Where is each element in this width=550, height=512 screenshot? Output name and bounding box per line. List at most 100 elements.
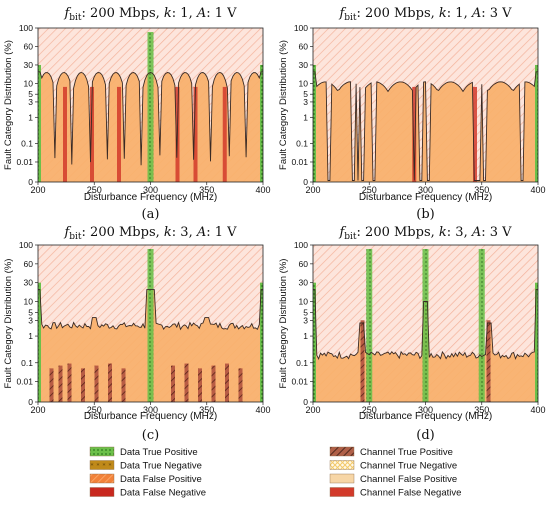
- y-axis-label: Fault Category Distribution (%): [3, 259, 14, 389]
- title-f: f: [338, 225, 346, 240]
- distribution-curve: [313, 289, 538, 360]
- data-true-positive-mark: [38, 64, 41, 182]
- channel-true-positive-mark: [121, 368, 126, 402]
- y-tick-label: 60: [24, 41, 34, 51]
- channel-true-positive-mark: [211, 365, 216, 402]
- data-true-positive-mark: [147, 249, 154, 402]
- distribution-curve: [313, 71, 538, 181]
- title-k: k: [164, 6, 172, 21]
- x-tick-label: 400: [530, 185, 545, 195]
- title-a: A: [196, 6, 206, 21]
- x-tick-label: 400: [255, 185, 270, 195]
- channel-true-positive-mark: [108, 363, 112, 402]
- y-tick-label: 10: [299, 78, 309, 88]
- y-tick-label: 100: [19, 23, 33, 33]
- title-k-value: : 3,: [172, 225, 197, 240]
- data-true-positive-mark: [260, 64, 263, 182]
- x-tick-label: 250: [87, 185, 102, 195]
- legend-swatch: [89, 473, 115, 484]
- y-tick-label: 0.01: [291, 377, 308, 387]
- y-tick-label: 5: [303, 89, 308, 99]
- title-rate: : 200 Mbps,: [357, 225, 439, 240]
- panel-label: (d): [416, 428, 434, 443]
- y-tick-label: 0.1: [296, 358, 308, 368]
- title-a: A: [471, 225, 481, 240]
- panel-title: fbit: 200 Mbps, k: 3, A: 3 V: [338, 225, 512, 242]
- channel-true-positive-mark: [67, 363, 72, 402]
- legend-label: Data False Negative: [120, 488, 206, 499]
- data-true-positive-mark: [535, 64, 538, 182]
- legend-label: Channel False Negative: [360, 488, 461, 499]
- channel-true-positive-mark: [81, 368, 85, 402]
- x-tick-label: 300: [418, 405, 433, 415]
- x-tick-label: 350: [199, 185, 214, 195]
- x-tick-label: 300: [143, 405, 158, 415]
- y-tick-label: 0: [28, 397, 33, 407]
- y-tick-label: 5: [28, 308, 33, 318]
- false-negative-mark: [90, 86, 94, 182]
- title-k: k: [164, 225, 172, 240]
- y-tick-label: 0.1: [296, 139, 308, 149]
- y-tick-label: 0.1: [21, 358, 33, 368]
- y-tick-label: 0: [303, 397, 308, 407]
- y-tick-label: 30: [299, 278, 309, 288]
- title-a-value: : 1 V: [206, 6, 237, 21]
- title-f: f: [338, 6, 346, 21]
- x-axis-label: Disturbance Frequency (MHz): [359, 411, 492, 422]
- y-tick-label: 0: [28, 177, 33, 187]
- y-tick-label: 10: [299, 297, 309, 307]
- legend-swatch: [329, 487, 355, 497]
- y-tick-label: 10: [24, 297, 34, 307]
- y-tick-label: 30: [24, 278, 34, 288]
- channel-true-positive-mark: [94, 365, 99, 402]
- panel-label: (a): [142, 207, 160, 222]
- title-rate: : 200 Mbps,: [82, 225, 164, 240]
- y-tick-label: 100: [294, 240, 308, 250]
- legend-label: Channel True Positive: [360, 447, 453, 458]
- legend-swatch: [89, 446, 115, 457]
- y-tick-label: 0.1: [21, 139, 33, 149]
- false-negative-mark: [117, 86, 121, 182]
- channel-true-positive-mark: [184, 363, 189, 402]
- legend-label: Channel False Positive: [360, 474, 457, 485]
- legend: Data True Positive Channel True Positive D…: [89, 446, 461, 499]
- title-k: k: [439, 225, 447, 240]
- x-tick-label: 250: [362, 405, 377, 415]
- title-a-value: : 1 V: [206, 225, 237, 240]
- data-true-positive-mark: [147, 32, 154, 182]
- legend-swatch: [329, 446, 355, 457]
- title-a: A: [471, 6, 481, 21]
- false-negative-mark: [473, 86, 477, 182]
- data-true-positive-mark: [38, 282, 41, 402]
- false-negative-mark: [63, 86, 67, 182]
- legend-swatch: [329, 460, 355, 470]
- x-tick-label: 350: [474, 405, 489, 415]
- x-tick-label: 200: [305, 405, 320, 415]
- y-tick-label: 3: [303, 97, 308, 107]
- data-true-positive-mark: [313, 64, 316, 182]
- legend-label: Channel True Negative: [360, 461, 457, 472]
- y-tick-label: 0: [303, 177, 308, 187]
- y-axis-label: Fault Category Distribution (%): [278, 40, 289, 170]
- title-sub: bit: [69, 13, 82, 23]
- channel-true-positive-mark: [49, 368, 54, 402]
- title-k: k: [439, 6, 447, 21]
- title-a-value: : 3 V: [481, 6, 512, 21]
- legend-swatch: [89, 487, 115, 497]
- data-true-positive-mark: [535, 282, 538, 402]
- y-axis-label: Fault Category Distribution (%): [278, 259, 289, 389]
- y-tick-label: 1: [28, 331, 33, 341]
- x-tick-label: 300: [143, 185, 158, 195]
- channel-true-positive-mark: [58, 365, 63, 402]
- channel-true-positive-mark: [225, 363, 229, 402]
- title-f: f: [63, 6, 71, 21]
- data-true-positive-mark: [478, 249, 485, 402]
- false-negative-mark: [193, 86, 198, 182]
- title-a-value: : 3 V: [481, 225, 512, 240]
- title-f: f: [63, 225, 71, 240]
- y-tick-label: 3: [28, 97, 33, 107]
- y-axis-label: Fault Category Distribution (%): [3, 40, 14, 170]
